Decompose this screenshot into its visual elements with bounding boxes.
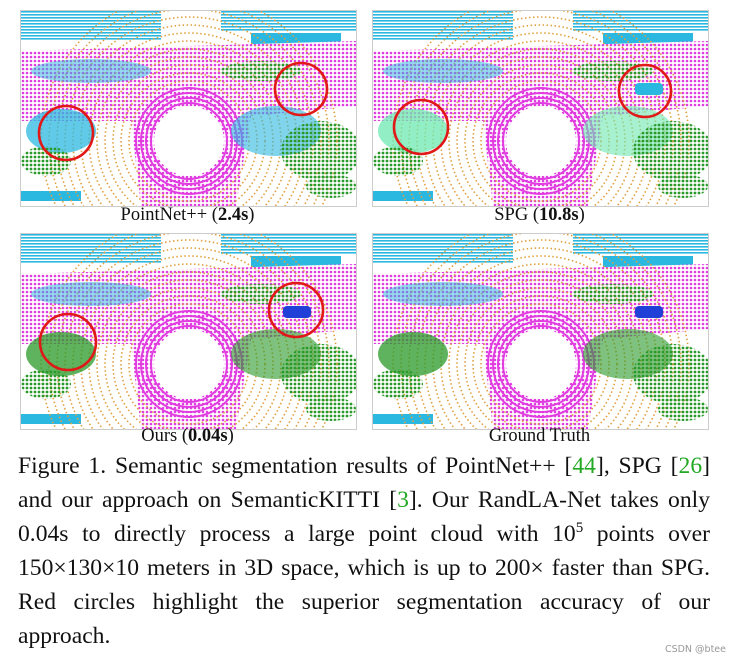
caption-text: ], SPG [ [595, 453, 679, 479]
scene-shape [267, 281, 325, 339]
scene-shape [373, 11, 513, 41]
caption-text: ] and our approach on SemanticKITTI [ [18, 453, 710, 513]
scene-shape [283, 306, 311, 318]
point-cloud [373, 11, 708, 206]
scene-shape [145, 97, 233, 185]
label-part: 0.04s [188, 426, 228, 446]
scene-shape [221, 61, 301, 81]
scene-shape [306, 174, 356, 198]
scene-shape [154, 329, 224, 399]
scene-shape [373, 369, 423, 399]
scene-shape [573, 11, 708, 31]
watermark: CSDN @btee [664, 644, 726, 655]
scene-shape [150, 102, 228, 180]
scene-shape [497, 320, 585, 408]
scene-shape [383, 59, 503, 83]
label-part: ) [248, 205, 255, 225]
figure-caption: Figure 1. Semantic segmentation results … [18, 449, 710, 653]
panel-label: SPG (10.8s) [372, 205, 707, 226]
scene-shape [281, 344, 356, 404]
label-part: PointNet++ ( [120, 205, 218, 225]
scene-shape [21, 146, 71, 176]
scene-shape [658, 397, 708, 421]
scene-shape [21, 369, 71, 399]
label-part: Ground Truth [488, 426, 591, 446]
panel-label: Ours (0.04s) [20, 426, 355, 447]
label-part: SPG ( [494, 205, 539, 225]
panel-image [20, 233, 357, 430]
scene-shape [281, 121, 356, 181]
scene-shape [273, 61, 329, 117]
point-cloud [373, 234, 708, 429]
panel-image [372, 233, 709, 430]
label-part: ) [227, 426, 234, 446]
superscript: 5 [575, 520, 584, 537]
panel-label: PointNet++ (2.4s) [20, 205, 355, 226]
scene-shape [378, 109, 448, 153]
scene-shape [573, 61, 653, 81]
scene-shape [21, 234, 161, 264]
scene-shape [378, 332, 448, 376]
scene-shape [573, 284, 653, 304]
scene-shape [506, 329, 576, 399]
panel-label: Ground Truth [372, 426, 707, 447]
scene-shape [37, 104, 95, 162]
citation: 44 [572, 453, 596, 479]
caption-text: ]. Our RandLA-Net takes only 0.04s to di… [18, 487, 710, 547]
panel-image [20, 10, 357, 207]
scene-shape [633, 344, 708, 404]
scene-shape [31, 59, 151, 83]
scene-shape [31, 282, 151, 306]
scene-shape [617, 63, 673, 119]
scene-shape [658, 174, 708, 198]
scene-shape [392, 98, 450, 156]
label-part: ) [578, 205, 585, 225]
label-part: 2.4s [217, 205, 249, 225]
panel-image [372, 10, 709, 207]
scene-shape [633, 121, 708, 181]
scene-shape [502, 325, 580, 403]
scene-shape [497, 97, 585, 185]
scene-shape [373, 146, 423, 176]
label-part: Ours ( [141, 426, 188, 446]
scene-shape [21, 11, 161, 41]
scene-shape [306, 397, 356, 421]
scene-shape [154, 106, 224, 176]
caption-text: points over 150×130×10 meters in 3D spac… [18, 521, 710, 649]
scene-shape [635, 306, 663, 318]
point-cloud [21, 11, 356, 206]
citation: 26 [678, 453, 703, 479]
scene-shape [506, 106, 576, 176]
scene-shape [502, 102, 580, 180]
scene-shape [373, 234, 513, 264]
point-cloud [21, 234, 356, 429]
scene-shape [635, 83, 663, 95]
scene-shape [38, 312, 98, 372]
scene-shape [221, 11, 356, 31]
scene-shape [221, 284, 301, 304]
scene-shape [150, 325, 228, 403]
scene-shape [383, 282, 503, 306]
citation: 3 [397, 487, 409, 513]
scene-shape [145, 320, 233, 408]
scene-shape [26, 332, 96, 376]
scene-shape [573, 234, 708, 254]
scene-shape [221, 234, 356, 254]
caption-text: Figure 1. Semantic segmentation results … [18, 453, 573, 479]
label-part: 10.8s [538, 205, 579, 225]
